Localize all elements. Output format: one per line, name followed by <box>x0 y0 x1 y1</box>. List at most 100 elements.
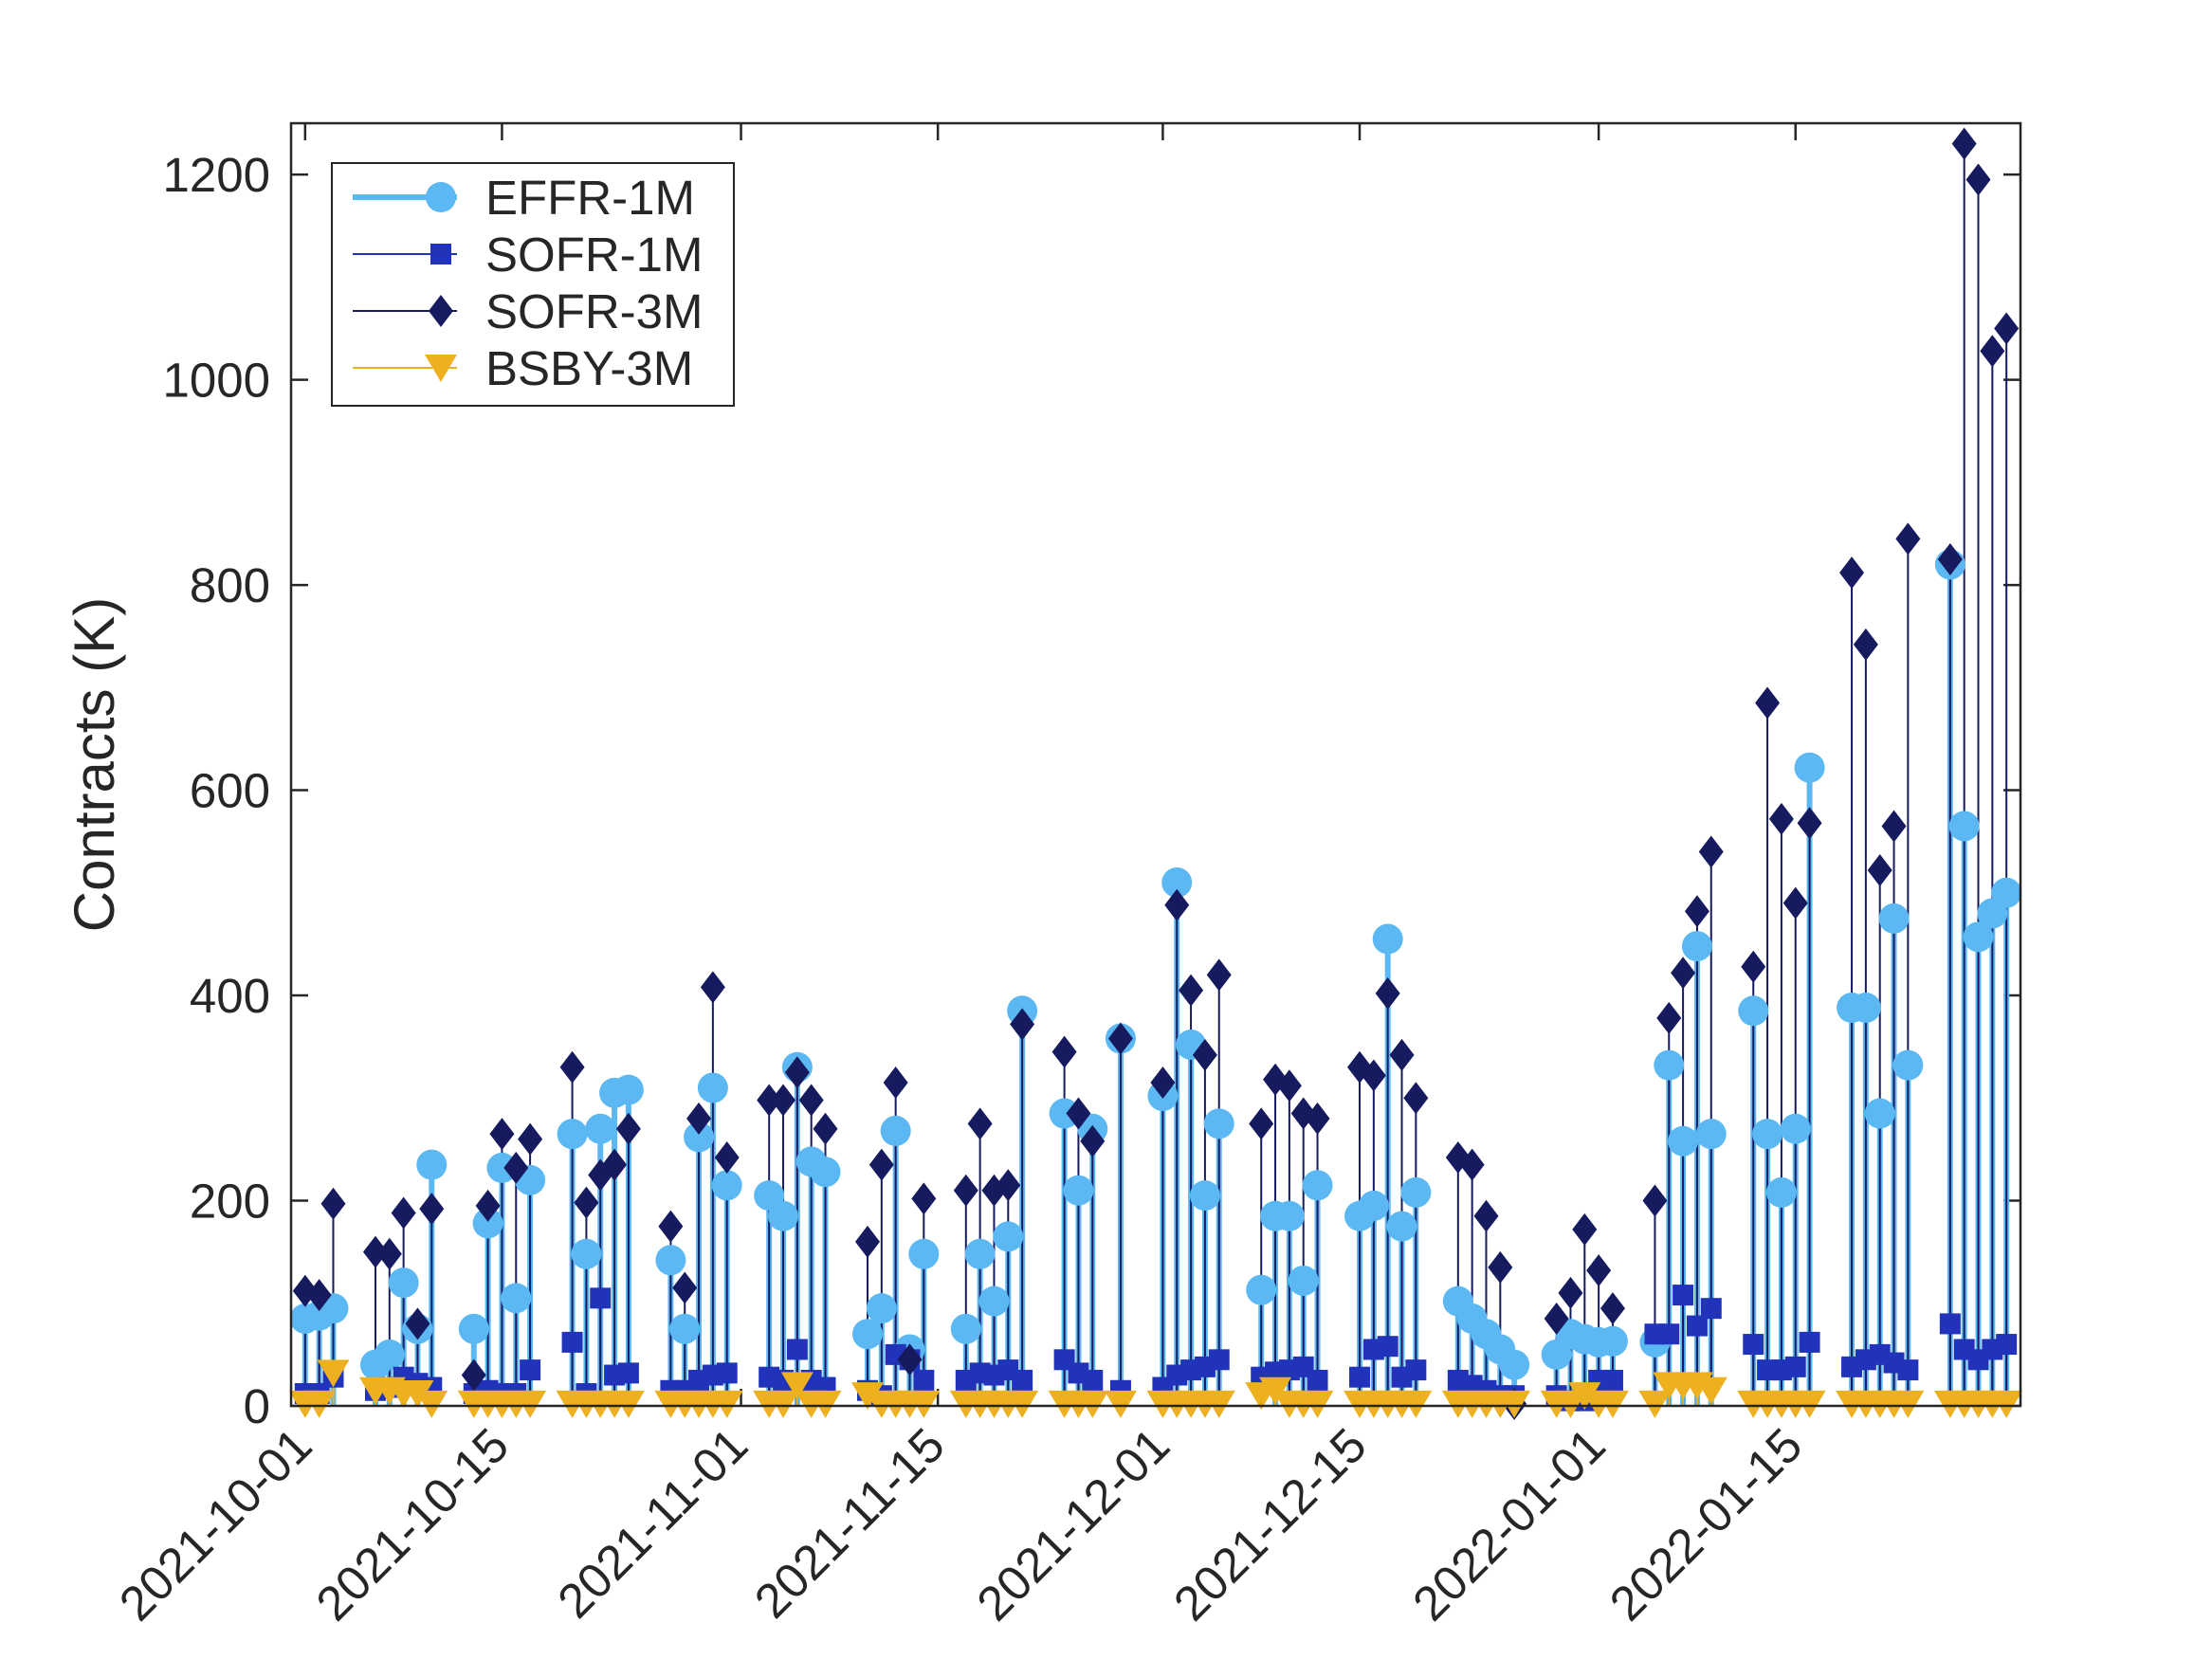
marker-bsby-3m <box>1006 1390 1039 1418</box>
marker-sofr-3m <box>1544 1302 1569 1335</box>
marker-effr-1m <box>768 1200 799 1231</box>
marker-effr-1m <box>1597 1325 1628 1357</box>
marker-effr-1m <box>1386 1211 1417 1242</box>
marker-sofr-3m <box>1600 1292 1625 1325</box>
marker-effr-1m <box>1892 1049 1924 1081</box>
legend-label-bsby-3m: BSBY-3M <box>485 341 693 395</box>
marker-effr-1m <box>1752 1119 1783 1150</box>
marker-sofr-3m <box>1586 1254 1612 1287</box>
marker-effr-1m <box>388 1267 419 1299</box>
marker-sofr-3m <box>1066 1097 1091 1130</box>
markers-sofr-3m <box>292 127 2020 1420</box>
marker-sofr-1m <box>1012 1369 1033 1391</box>
plot-frame <box>289 121 2022 1408</box>
marker-sofr-3m <box>967 1107 993 1140</box>
marker-sofr-3m <box>419 1193 445 1226</box>
marker-bsby-3m <box>514 1390 547 1418</box>
marker-sofr-3m <box>714 1141 740 1175</box>
marker-sofr-3m <box>1853 628 1878 661</box>
marker-effr-1m <box>1695 1119 1727 1150</box>
marker-bsby-3m <box>1596 1390 1629 1418</box>
marker-bsby-3m <box>1990 1390 2023 1418</box>
marker-sofr-3m <box>1698 835 1724 868</box>
marker-sofr-3m <box>1937 543 1963 576</box>
marker-sofr-3m <box>1276 1069 1302 1103</box>
marker-bsby-3m <box>1076 1390 1109 1418</box>
marker-effr-1m <box>950 1313 981 1344</box>
marker-sofr-1m <box>590 1287 612 1309</box>
marker-sofr-3m <box>1839 556 1865 590</box>
marker-sofr-3m <box>1965 163 1991 196</box>
marker-sofr-1m <box>520 1359 541 1381</box>
marker-sofr-3m <box>306 1279 332 1312</box>
marker-sofr-3m <box>1010 1008 1035 1041</box>
y-tick-label: 400 <box>190 969 270 1023</box>
marker-sofr-3m <box>503 1151 529 1184</box>
marker-bsby-3m <box>317 1359 350 1388</box>
legend-marker-sofr-1m <box>430 244 451 264</box>
y-tick-labels: 0 200 400 600 800 1000 1200 <box>163 148 270 1433</box>
marker-sofr-3m <box>1488 1250 1513 1284</box>
marker-effr-1m <box>908 1238 940 1269</box>
marker-bsby-3m <box>710 1390 743 1418</box>
marker-sofr-3m <box>1755 686 1781 720</box>
marker-sofr-3m <box>897 1343 923 1376</box>
marker-effr-1m <box>1738 995 1769 1027</box>
marker-bsby-3m <box>1399 1390 1433 1418</box>
marker-sofr-1m <box>1897 1359 1919 1381</box>
marker-sofr-3m <box>461 1358 486 1392</box>
marker-sofr-3m <box>658 1210 684 1243</box>
marker-bsby-3m <box>1568 1382 1601 1411</box>
marker-sofr-3m <box>1881 810 1907 843</box>
marker-effr-1m <box>993 1221 1024 1252</box>
marker-sofr-3m <box>1980 335 2005 368</box>
marker-bsby-3m <box>612 1390 645 1418</box>
marker-effr-1m <box>1302 1170 1333 1201</box>
marker-effr-1m <box>852 1319 883 1350</box>
marker-sofr-3m <box>1671 957 1696 990</box>
marker-sofr-3m <box>1051 1035 1077 1068</box>
marker-effr-1m <box>1780 1113 1811 1144</box>
marker-effr-1m <box>669 1313 701 1344</box>
marker-bsby-3m <box>1694 1376 1728 1405</box>
marker-effr-1m <box>978 1285 1010 1317</box>
marker-sofr-3m <box>1305 1102 1330 1135</box>
y-tick-label: 1000 <box>163 354 270 408</box>
marker-sofr-3m <box>1361 1059 1386 1092</box>
marker-sofr-1m <box>913 1369 935 1391</box>
markers-bsby-3m <box>288 1359 2023 1418</box>
marker-effr-1m <box>697 1072 728 1103</box>
markers-sofr-1m <box>294 1285 2018 1412</box>
legend-box <box>331 162 735 407</box>
marker-sofr-3m <box>1150 1066 1176 1100</box>
marker-effr-1m <box>1273 1200 1305 1231</box>
marker-sofr-1m <box>1307 1369 1328 1391</box>
marker-sofr-3m <box>1768 802 1794 835</box>
marker-effr-1m <box>1288 1265 1319 1296</box>
marker-sofr-3m <box>1741 950 1766 983</box>
marker-sofr-1m <box>1686 1315 1708 1337</box>
marker-sofr-3m <box>1473 1199 1499 1232</box>
marker-sofr-3m <box>362 1235 388 1268</box>
marker-sofr-1m <box>1601 1369 1623 1391</box>
marker-sofr-3m <box>376 1237 402 1270</box>
marker-sofr-3m <box>1994 312 2020 345</box>
marker-effr-1m <box>472 1208 503 1239</box>
marker-effr-1m <box>1878 902 1910 934</box>
marker-sofr-3m <box>686 1102 712 1135</box>
marker-effr-1m <box>880 1115 911 1146</box>
marker-sofr-3m <box>813 1112 838 1145</box>
marker-effr-1m <box>416 1149 448 1180</box>
marker-sofr-3m <box>1656 1001 1682 1034</box>
marker-sofr-1m <box>1743 1334 1764 1356</box>
marker-effr-1m <box>964 1238 996 1269</box>
marker-sofr-3m <box>784 1056 810 1089</box>
marker-sofr-3m <box>1684 895 1709 928</box>
marker-sofr-1m <box>1996 1334 2018 1356</box>
marker-bsby-3m <box>415 1390 448 1418</box>
marker-sofr-3m <box>475 1189 501 1222</box>
marker-sofr-3m <box>559 1050 585 1084</box>
legend-label-sofr-1m: SOFR-1M <box>485 228 704 282</box>
marker-effr-1m <box>1063 1175 1094 1206</box>
marker-sofr-3m <box>883 1066 908 1100</box>
